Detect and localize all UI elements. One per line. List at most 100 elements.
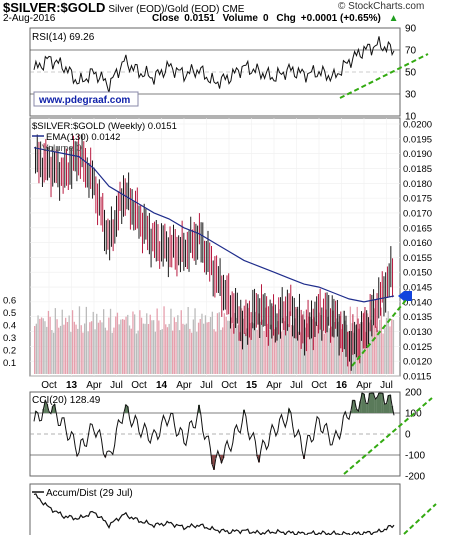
price-tick-label: 0.0155 xyxy=(403,253,432,264)
chart-title: $SILVER:$GOLD Silver (EOD)/Gold (EOD) CME xyxy=(3,0,244,15)
volume-bar xyxy=(211,311,213,374)
cci-ticks: -200-1000100200 xyxy=(405,388,425,483)
x-axis-label: Apr xyxy=(176,380,192,391)
volume-bar xyxy=(184,324,186,374)
volume-bar xyxy=(56,319,58,374)
volume-tick-label: 0.1 xyxy=(3,358,16,369)
volume-bar xyxy=(323,333,326,374)
watermark: www.pdegraaf.com xyxy=(38,95,130,106)
volume-bar xyxy=(251,322,253,374)
volume-bar xyxy=(361,322,363,374)
volume-bar xyxy=(216,313,219,374)
volume-bar xyxy=(232,324,234,374)
symbol-description: Silver (EOD)/Gold (EOD) CME xyxy=(108,4,245,15)
volume-bar xyxy=(322,329,324,374)
volume-bar xyxy=(132,311,134,374)
volume-bar xyxy=(391,319,393,374)
x-axis-label: Oct xyxy=(221,380,237,391)
volume-bar xyxy=(208,322,210,374)
volume-bar xyxy=(108,317,110,374)
price-marker xyxy=(398,290,412,301)
volume-bar xyxy=(334,322,336,374)
volume-bar xyxy=(47,310,50,374)
volume-bar xyxy=(51,330,53,374)
volume-bar xyxy=(178,330,181,374)
volume-bar xyxy=(247,307,250,374)
volume-bar xyxy=(146,313,148,374)
volume-bar xyxy=(192,319,194,374)
volume-bar xyxy=(244,332,246,374)
volume-bar xyxy=(173,317,175,374)
volume-bar xyxy=(201,313,203,374)
volume-bar xyxy=(379,319,381,374)
volume-bar xyxy=(225,316,227,374)
volume-bar xyxy=(275,327,277,374)
cci-panel: CCI(20) 128.49 -200-1000100200 xyxy=(29,388,433,483)
volume-bar xyxy=(172,330,174,374)
x-axis-label: Oct xyxy=(311,380,327,391)
volume-bar xyxy=(34,326,36,374)
volume-bar xyxy=(320,315,322,374)
volume-ticks: 0.10.2 0.30.4 0.50.6 xyxy=(3,296,16,370)
rsi-tick-label: 10 xyxy=(405,112,417,123)
volume-bar xyxy=(389,326,391,374)
price-tick-label: 0.0200 xyxy=(403,120,432,131)
volume-bar xyxy=(297,331,300,374)
price-trendline xyxy=(351,299,407,367)
price-tick-label: 0.0140 xyxy=(403,297,432,308)
stats-bar: Close 0.0151 Volume 0 Chg +0.0001 (+0.65%) … xyxy=(152,13,404,24)
x-axis-labels: Oct 13 Apr Jul Oct 14 Apr Jul Oct 15 Apr Jul Oct 16 Ap… xyxy=(41,380,393,391)
volume-bar xyxy=(122,319,124,374)
volume-bar xyxy=(187,307,189,374)
volume-bar xyxy=(311,319,313,374)
volume-bar xyxy=(35,323,37,374)
volume-bar xyxy=(170,308,172,374)
close-label: Close xyxy=(152,13,180,24)
volume-bar xyxy=(37,315,39,374)
price-legend: $SILVER:$GOLD (Weekly) 0.0151 xyxy=(32,121,177,132)
volume-bar xyxy=(282,317,284,374)
volume-bar xyxy=(149,314,151,374)
price-tick-label: 0.0150 xyxy=(403,268,432,279)
volume-bar xyxy=(135,333,138,374)
volume-bar xyxy=(78,306,81,374)
volume-bar xyxy=(387,311,389,374)
rsi-tick-label: 90 xyxy=(405,24,417,35)
volume-bar xyxy=(368,322,370,374)
volume-bar xyxy=(49,316,51,374)
volume-bar xyxy=(227,320,229,374)
volume-bar xyxy=(53,332,55,374)
volume-bar xyxy=(360,322,362,374)
volume-bar xyxy=(189,328,191,374)
volume-value: 0 xyxy=(263,13,269,24)
volume-bar xyxy=(103,309,105,374)
volume-bar xyxy=(120,319,122,374)
volume-legend: Volume 0 xyxy=(42,143,82,154)
volume-bar xyxy=(213,329,215,374)
volume-bar xyxy=(159,330,162,374)
volume-bar xyxy=(356,306,358,374)
volume-bar xyxy=(351,323,353,374)
chart-date: 2-Aug-2016 xyxy=(3,13,56,24)
price-tick-label: 0.0115 xyxy=(403,372,431,383)
volume-bar xyxy=(106,330,108,374)
price-bars xyxy=(35,134,394,371)
x-axis-label: Jul xyxy=(380,380,393,391)
volume-bar xyxy=(263,330,265,374)
accum-dist-panel: Accum/Dist (29 Jul) xyxy=(29,483,437,535)
volume-bar xyxy=(61,309,63,374)
x-axis-label: 13 xyxy=(66,380,78,391)
volume-bar xyxy=(258,313,260,374)
chg-value: +0.0001 (+0.65%) xyxy=(300,13,381,24)
volume-bar xyxy=(342,310,345,374)
volume-bar xyxy=(115,316,117,374)
volume-bar xyxy=(46,326,48,374)
volume-bar xyxy=(215,331,217,374)
price-tick-label: 0.0145 xyxy=(403,283,432,294)
volume-bar xyxy=(315,321,317,374)
price-tick-label: 0.0170 xyxy=(403,208,432,219)
rsi-ticks: 10 30 50 70 90 xyxy=(405,24,417,123)
price-tick-label: 0.0125 xyxy=(403,342,432,353)
x-axis-label: Apr xyxy=(356,380,372,391)
volume-bar xyxy=(130,328,132,374)
